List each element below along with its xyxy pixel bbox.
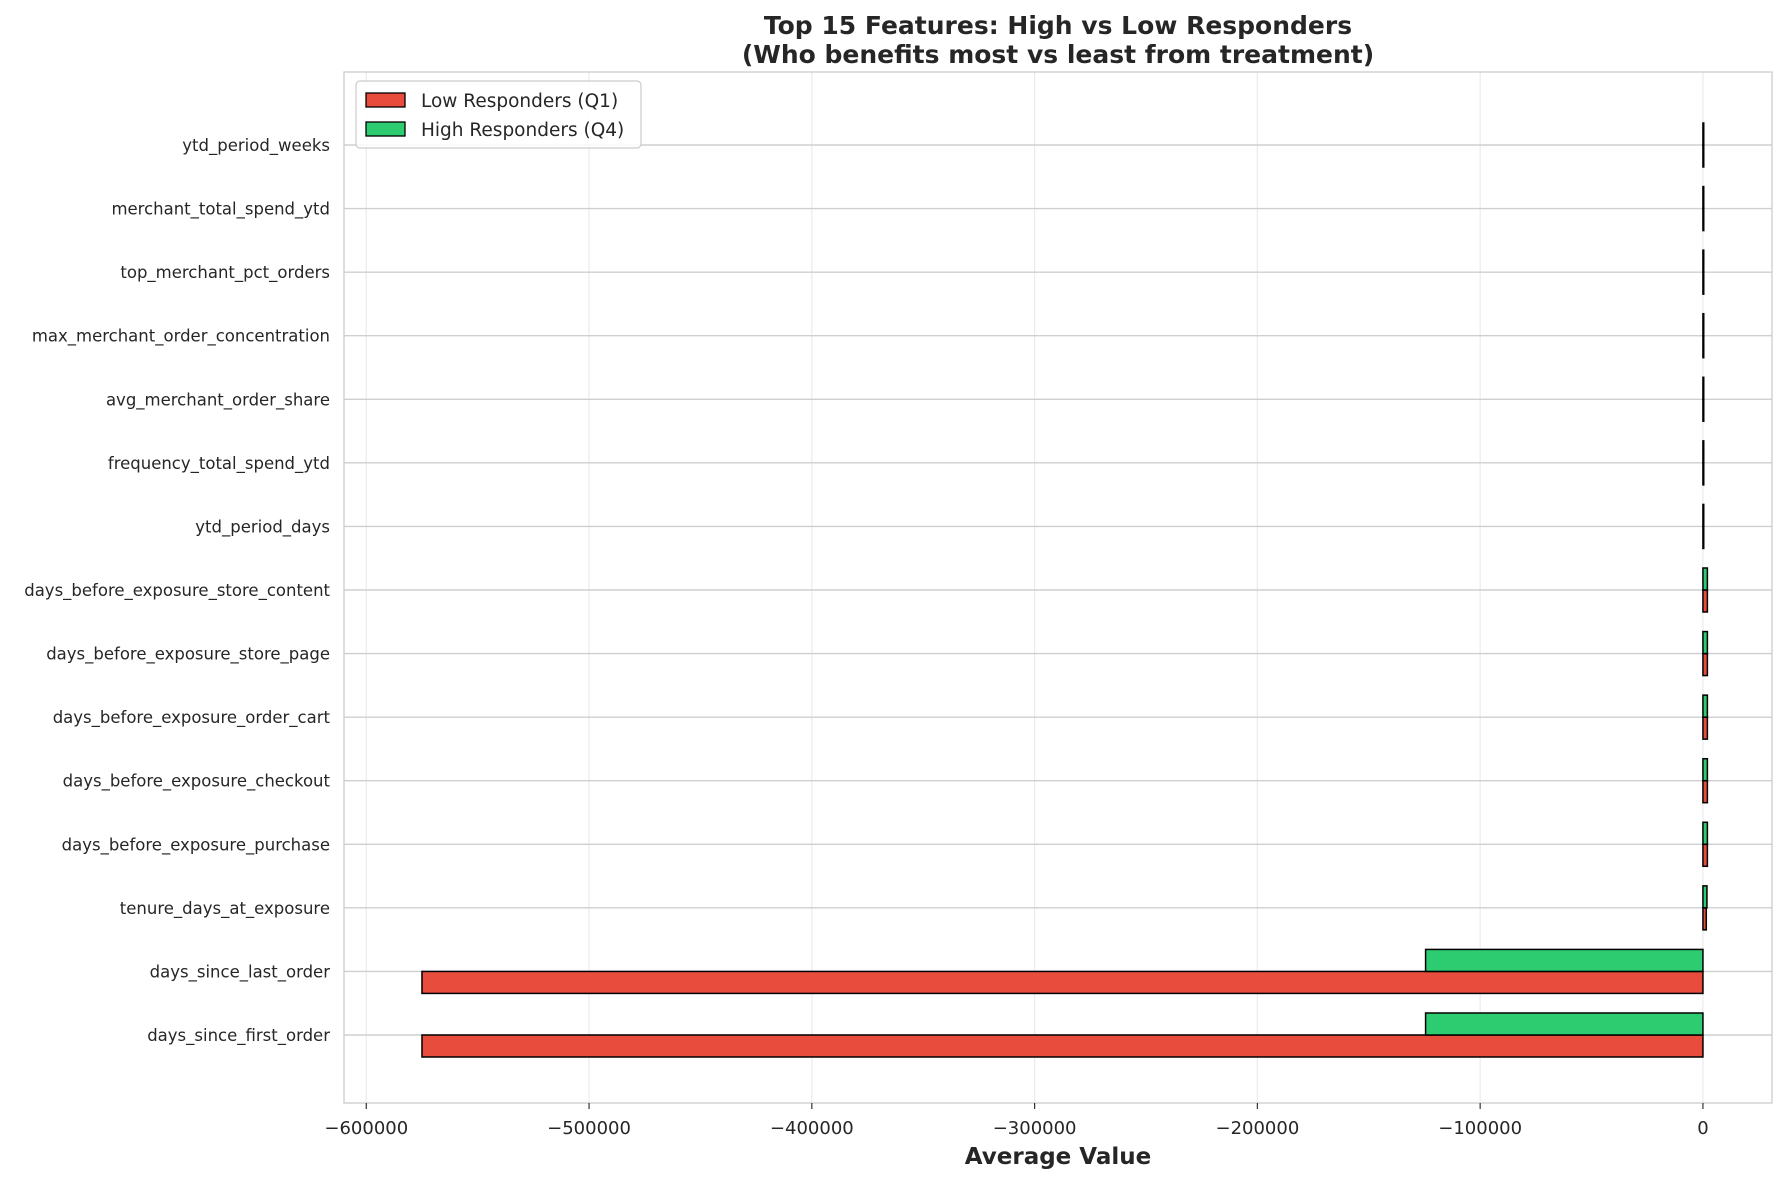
bar-low-responders-q1-days-before-exposure-purchase bbox=[1702, 843, 1709, 868]
plot-frame bbox=[343, 71, 1773, 1104]
bar-low-responders-q1-merchant-total-spend-ytd bbox=[1702, 207, 1705, 232]
bar-low-responders-q1-days-before-exposure-order-cart bbox=[1702, 716, 1709, 740]
legend: Low Responders (Q1) High Responders (Q4) bbox=[355, 80, 642, 149]
x-tick-label: −500000 bbox=[547, 1118, 631, 1139]
y-tick-label-ytd-period-weeks: ytd_period_weeks bbox=[182, 136, 330, 156]
bar-low-responders-q1-avg-merchant-order-share bbox=[1702, 398, 1705, 423]
bar-high-responders-q4-days-since-last-order bbox=[1424, 948, 1704, 973]
bar-low-responders-q1-max-merchant-order-concentration bbox=[1702, 334, 1705, 359]
bar-high-responders-q4-days-before-exposure-store-content bbox=[1702, 567, 1709, 591]
y-tick-label-top-merchant-pct-orders: top_merchant_pct_orders bbox=[120, 263, 330, 283]
bar-high-responders-q4-avg-merchant-order-share bbox=[1702, 376, 1705, 401]
bar-high-responders-q4-frequency-total-spend-ytd bbox=[1702, 440, 1705, 464]
bars-layer bbox=[421, 122, 1709, 1058]
y-tick-label-frequency-total-spend-ytd: frequency_total_spend_ytd bbox=[108, 454, 330, 474]
bar-low-responders-q1-top-merchant-pct-orders bbox=[1702, 271, 1705, 295]
grid-layer bbox=[344, 72, 1772, 1103]
chart-subtitle: (Who benefits most vs least from treatme… bbox=[742, 40, 1374, 69]
bar-low-responders-q1-days-before-exposure-store-page bbox=[1702, 652, 1709, 677]
bar-low-responders-q1-ytd-period-weeks bbox=[1702, 144, 1705, 168]
y-tick-label-days-before-exposure-checkout: days_before_exposure_checkout bbox=[63, 772, 331, 792]
y-tick-label-tenure-days-at-exposure: tenure_days_at_exposure bbox=[120, 899, 330, 919]
bar-high-responders-q4-days-before-exposure-checkout bbox=[1702, 757, 1709, 782]
y-tick-label-days-before-exposure-purchase: days_before_exposure_purchase bbox=[62, 835, 330, 855]
x-tick-label: −400000 bbox=[770, 1118, 854, 1139]
x-tick-label: −200000 bbox=[1215, 1118, 1299, 1139]
x-tick-label: −600000 bbox=[324, 1118, 408, 1139]
bar-low-responders-q1-tenure-days-at-exposure bbox=[1702, 907, 1708, 931]
bar-high-responders-q4-days-before-exposure-order-cart bbox=[1702, 694, 1709, 718]
bar-low-responders-q1-days-since-first-order bbox=[421, 1034, 1704, 1058]
y-tick-label-ytd-period-days: ytd_period_days bbox=[195, 517, 330, 537]
legend-label-high-responders: High Responders (Q4) bbox=[421, 120, 624, 141]
chart-title: Top 15 Features: High vs Low Responders bbox=[764, 11, 1352, 40]
y-tick-label-days-before-exposure-order-cart: days_before_exposure_order_cart bbox=[53, 708, 331, 728]
legend-swatch-high-responders bbox=[365, 121, 406, 137]
x-axis-label: Average Value bbox=[965, 1144, 1151, 1170]
x-tick-label: −100000 bbox=[1438, 1118, 1522, 1139]
y-tick-label-avg-merchant-order-share: avg_merchant_order_share bbox=[106, 390, 330, 410]
legend-swatch-low-responders bbox=[365, 92, 406, 108]
y-tick-label-days-since-first-order: days_since_first_order bbox=[147, 1026, 330, 1046]
bar-high-responders-q4-days-before-exposure-store-page bbox=[1702, 630, 1709, 655]
bar-low-responders-q1-days-before-exposure-checkout bbox=[1702, 779, 1709, 804]
bar-high-responders-q4-tenure-days-at-exposure bbox=[1702, 885, 1708, 909]
bar-low-responders-q1-ytd-period-days bbox=[1702, 525, 1705, 550]
bar-high-responders-q4-ytd-period-weeks bbox=[1702, 122, 1705, 146]
x-tick-label: 0 bbox=[1697, 1118, 1708, 1139]
bar-low-responders-q1-days-since-last-order bbox=[421, 970, 1704, 995]
bar-high-responders-q4-top-merchant-pct-orders bbox=[1702, 249, 1705, 273]
bar-high-responders-q4-ytd-period-days bbox=[1702, 503, 1705, 528]
y-tick-label-max-merchant-order-concentration: max_merchant_order_concentration bbox=[32, 327, 330, 347]
bar-low-responders-q1-days-before-exposure-store-content bbox=[1702, 589, 1709, 613]
legend-label-low-responders: Low Responders (Q1) bbox=[421, 91, 618, 112]
y-tick-label-merchant-total-spend-ytd: merchant_total_spend_ytd bbox=[111, 200, 330, 220]
x-tick-label: −300000 bbox=[993, 1118, 1077, 1139]
bar-high-responders-q4-days-since-first-order bbox=[1424, 1012, 1704, 1036]
y-tick-label-days-before-exposure-store-page: days_before_exposure_store_page bbox=[46, 645, 330, 665]
y-tick-label-days-since-last-order: days_since_last_order bbox=[150, 962, 331, 982]
bar-low-responders-q1-frequency-total-spend-ytd bbox=[1702, 462, 1705, 486]
y-tick-label-days-before-exposure-store-content: days_before_exposure_store_content bbox=[24, 581, 330, 601]
legend-frame bbox=[355, 80, 642, 149]
bar-high-responders-q4-max-merchant-order-concentration bbox=[1702, 312, 1705, 337]
bar-high-responders-q4-days-before-exposure-purchase bbox=[1702, 821, 1709, 846]
y-tick-labels: days_since_first_order days_since_last_or… bbox=[24, 136, 330, 1046]
bar-high-responders-q4-merchant-total-spend-ytd bbox=[1702, 185, 1705, 210]
x-tick-labels: −600000 −500000 −400000 −300000 −200000 −1000… bbox=[324, 1103, 1709, 1139]
